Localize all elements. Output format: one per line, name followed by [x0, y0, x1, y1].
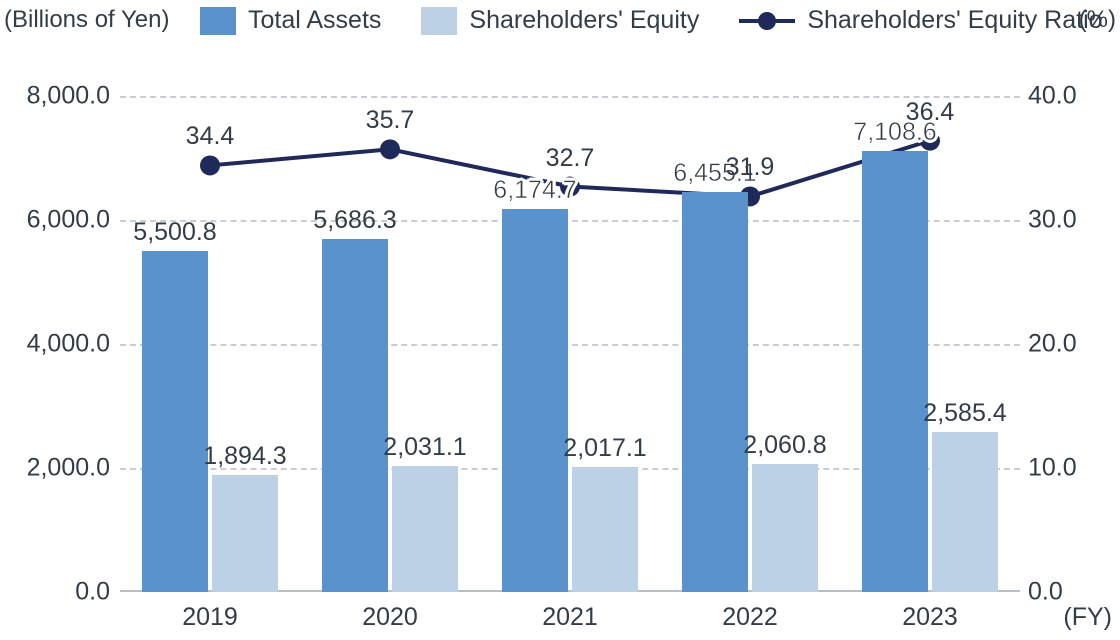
- gridline: [120, 96, 1020, 98]
- y-tick-left: 4,000.0: [0, 330, 110, 359]
- line-value-label: 34.4: [186, 122, 235, 151]
- bar-total-assets: [142, 251, 208, 592]
- bar-value-label: 2,585.4: [923, 399, 1006, 428]
- line-value-label: 35.7: [366, 106, 415, 135]
- x-tick-label: 2023: [902, 603, 958, 632]
- y-tick-left: 6,000.0: [0, 206, 110, 235]
- bar-shareholders-equity: [212, 475, 278, 592]
- bar-total-assets: [502, 209, 568, 592]
- equity-ratio-marker: [380, 139, 400, 159]
- bar-shareholders-equity: [392, 466, 458, 592]
- bar-shareholders-equity: [932, 432, 998, 592]
- equity-ratio-marker: [200, 155, 220, 175]
- y-tick-right: 10.0: [1028, 454, 1120, 483]
- legend-label: Shareholders' Equity Ratio: [807, 6, 1102, 35]
- y-tick-right: 20.0: [1028, 330, 1120, 359]
- legend-swatch-total-assets: [200, 7, 236, 35]
- legend-label: Shareholders' Equity: [469, 6, 699, 35]
- line-value-label: 32.7: [546, 144, 595, 173]
- legend-item-shareholders-equity: Shareholders' Equity: [421, 6, 699, 35]
- y-tick-left: 0.0: [0, 578, 110, 607]
- legend: Total Assets Shareholders' Equity Shareh…: [200, 6, 1103, 35]
- bar-total-assets: [322, 239, 388, 592]
- legend-item-total-assets: Total Assets: [200, 6, 381, 35]
- x-tick-label: 2022: [722, 603, 778, 632]
- x-tick-label: 2019: [182, 603, 238, 632]
- y-tick-right: 40.0: [1028, 82, 1120, 111]
- x-axis-title: (FY): [1063, 603, 1112, 632]
- bar-total-assets: [862, 151, 928, 592]
- line-value-label: 36.4: [906, 98, 955, 127]
- bar-value-label: 5,686.3: [313, 206, 396, 235]
- bar-shareholders-equity: [752, 464, 818, 592]
- bar-value-label: 2,060.8: [743, 431, 826, 460]
- bar-shareholders-equity: [572, 467, 638, 592]
- legend-label: Total Assets: [248, 6, 381, 35]
- y-tick-left: 8,000.0: [0, 82, 110, 111]
- bar-value-label: 2,031.1: [383, 433, 466, 462]
- bar-value-label: 6,174.7: [493, 176, 576, 205]
- legend-item-equity-ratio: Shareholders' Equity Ratio: [739, 6, 1102, 35]
- y-axis-left-title: (Billions of Yen): [4, 6, 169, 34]
- y-tick-left: 2,000.0: [0, 454, 110, 483]
- x-tick-label: 2021: [542, 603, 598, 632]
- bar-total-assets: [682, 192, 748, 592]
- legend-swatch-shareholders-equity: [421, 7, 457, 35]
- line-value-label: 31.9: [726, 153, 775, 182]
- bar-value-label: 2,017.1: [563, 434, 646, 463]
- bar-value-label: 1,894.3: [203, 442, 286, 471]
- financial-chart: (Billions of Yen) (%) Total Assets Share…: [0, 0, 1120, 640]
- x-tick-label: 2020: [362, 603, 418, 632]
- bar-value-label: 5,500.8: [133, 218, 216, 247]
- plot-area: 0.00.02,000.010.04,000.020.06,000.030.08…: [120, 96, 1020, 592]
- y-tick-right: 30.0: [1028, 206, 1120, 235]
- legend-line-marker-icon: [739, 11, 795, 31]
